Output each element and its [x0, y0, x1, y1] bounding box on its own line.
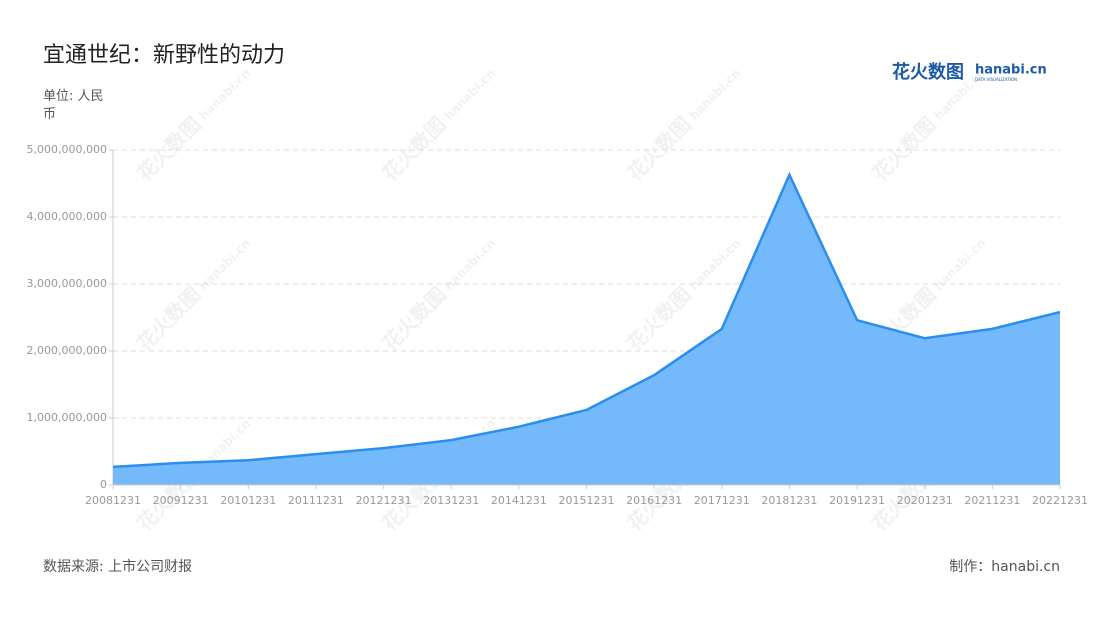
- logo-sub: DATA VISUALIZATION: [975, 77, 1017, 82]
- y-tick-label: 3,000,000,000: [27, 277, 107, 290]
- watermark-text: hanabi.cn: [442, 66, 499, 123]
- x-tick-label: 20171231: [694, 494, 750, 507]
- watermark-text: 花火数图: [377, 112, 451, 186]
- x-tick-label: 20201231: [897, 494, 953, 507]
- watermark-text: 花火数图: [132, 112, 206, 186]
- x-tick-label: 20111231: [288, 494, 344, 507]
- area: [113, 174, 1060, 486]
- x-tick-label: 20121231: [356, 494, 412, 507]
- y-tick-label: 5,000,000,000: [27, 143, 107, 156]
- chart-title: 宜通世纪：新野性的动力: [43, 43, 285, 68]
- credit: 制作：hanabi.cn: [949, 559, 1060, 575]
- watermark-text: 花火数图: [867, 112, 941, 186]
- x-tick-label: 20211231: [964, 494, 1020, 507]
- watermark-text: 花火数图: [622, 112, 696, 186]
- x-tick-label: 20101231: [220, 494, 276, 507]
- watermark-text: 花火数图: [377, 282, 451, 356]
- logo-en: hanabi.cn: [975, 63, 1047, 78]
- x-tick-label: 20131231: [423, 494, 479, 507]
- watermark-text: 花火数图: [622, 282, 696, 356]
- y-tick-label: 4,000,000,000: [27, 210, 107, 223]
- watermark-text: hanabi.cn: [687, 66, 744, 123]
- logo-cn: 花火数图: [892, 61, 964, 83]
- x-tick-label: 20161231: [626, 494, 682, 507]
- watermark-text: hanabi.cn: [197, 66, 254, 123]
- x-tick-label: 20141231: [491, 494, 547, 507]
- line: [112, 171, 1061, 469]
- x-tick-label: 20181231: [761, 494, 817, 507]
- y-tick-label: 0: [100, 478, 107, 491]
- y-tick-label: 2,000,000,000: [27, 344, 107, 357]
- x-tick-label: 20191231: [829, 494, 885, 507]
- x-tick-label: 20151231: [559, 494, 615, 507]
- x-tick-label: 20221231: [1032, 494, 1088, 507]
- x-tick-label: 20081231: [85, 494, 141, 507]
- unit-label: 单位: 人民币: [43, 89, 104, 122]
- y-tick-label: 1,000,000,000: [27, 411, 107, 424]
- x-tick-label: 20091231: [153, 494, 209, 507]
- watermark-text: 花火数图: [132, 282, 206, 356]
- source: 数据来源: 上市公司财报: [43, 559, 193, 575]
